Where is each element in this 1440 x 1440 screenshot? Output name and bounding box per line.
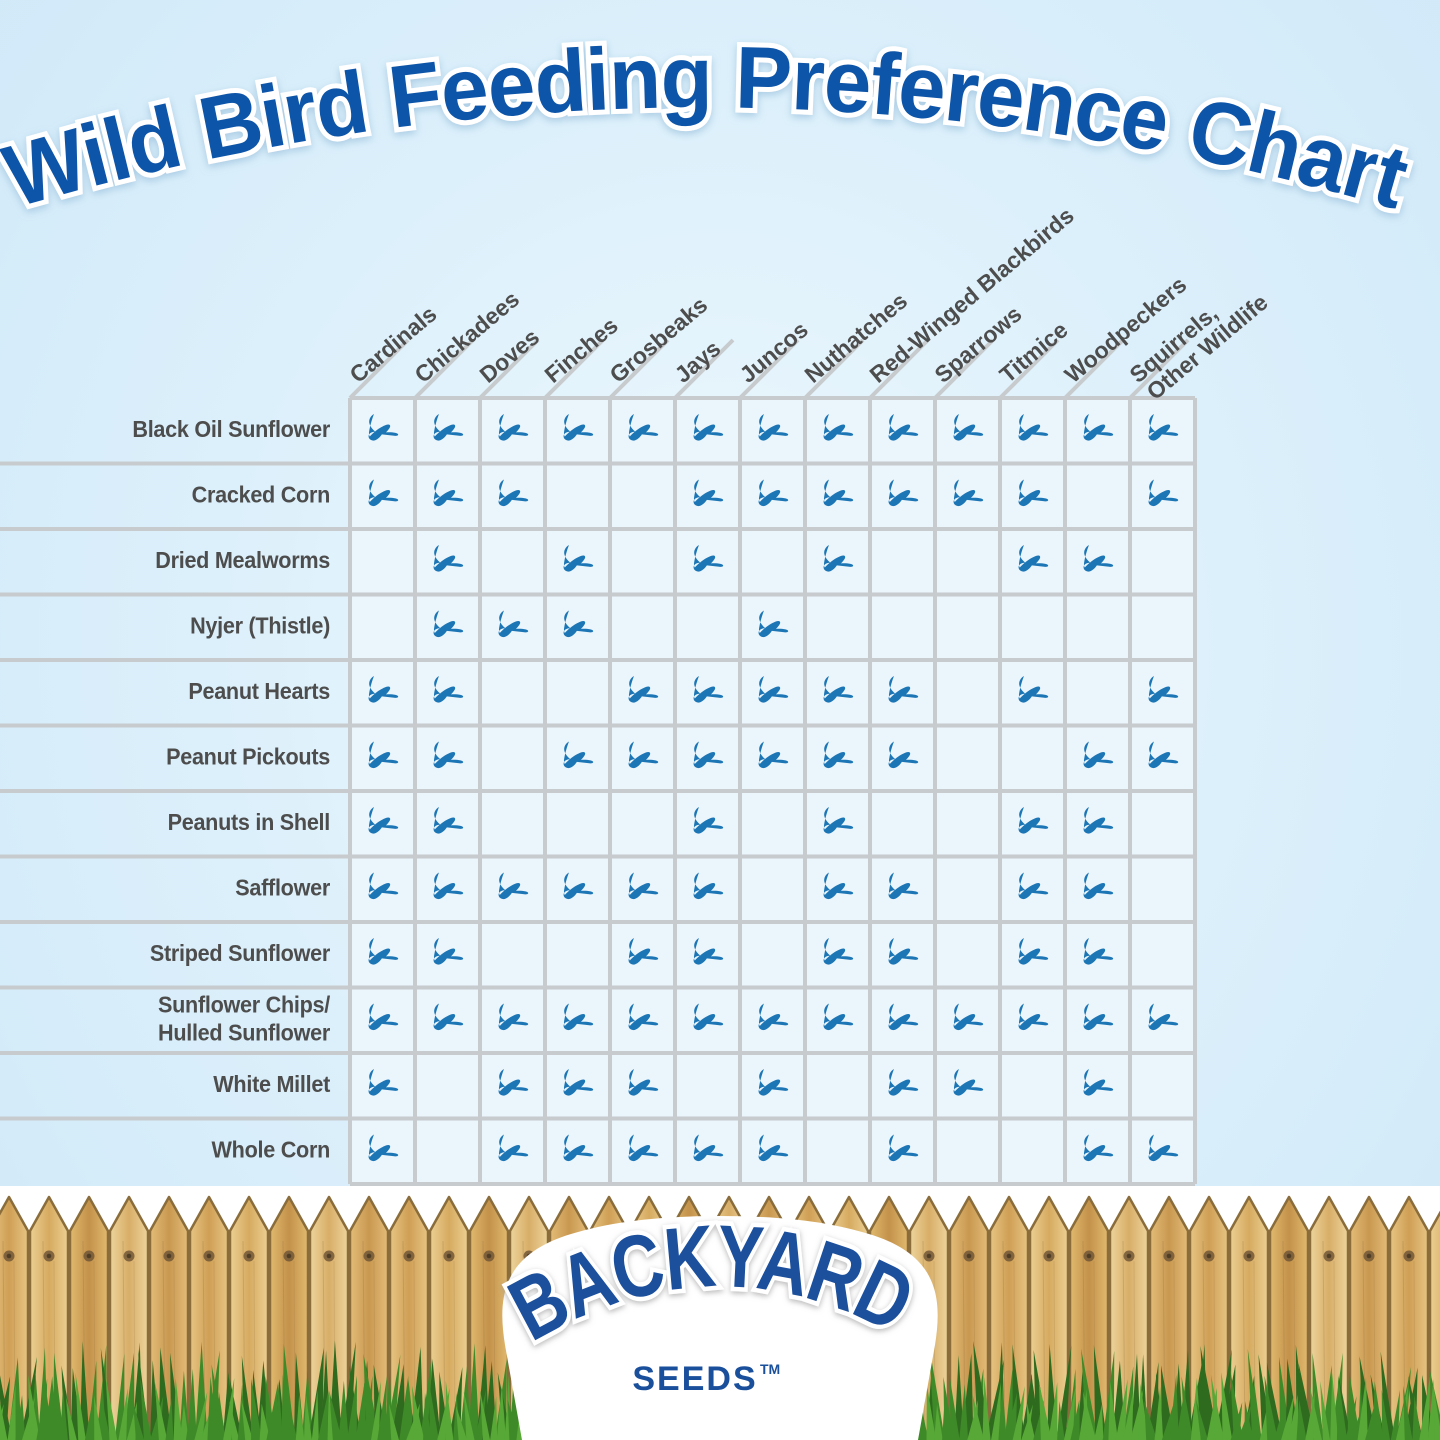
svg-text:TM: TM [760,1361,780,1377]
svg-text:SEEDS: SEEDS [632,1360,757,1398]
